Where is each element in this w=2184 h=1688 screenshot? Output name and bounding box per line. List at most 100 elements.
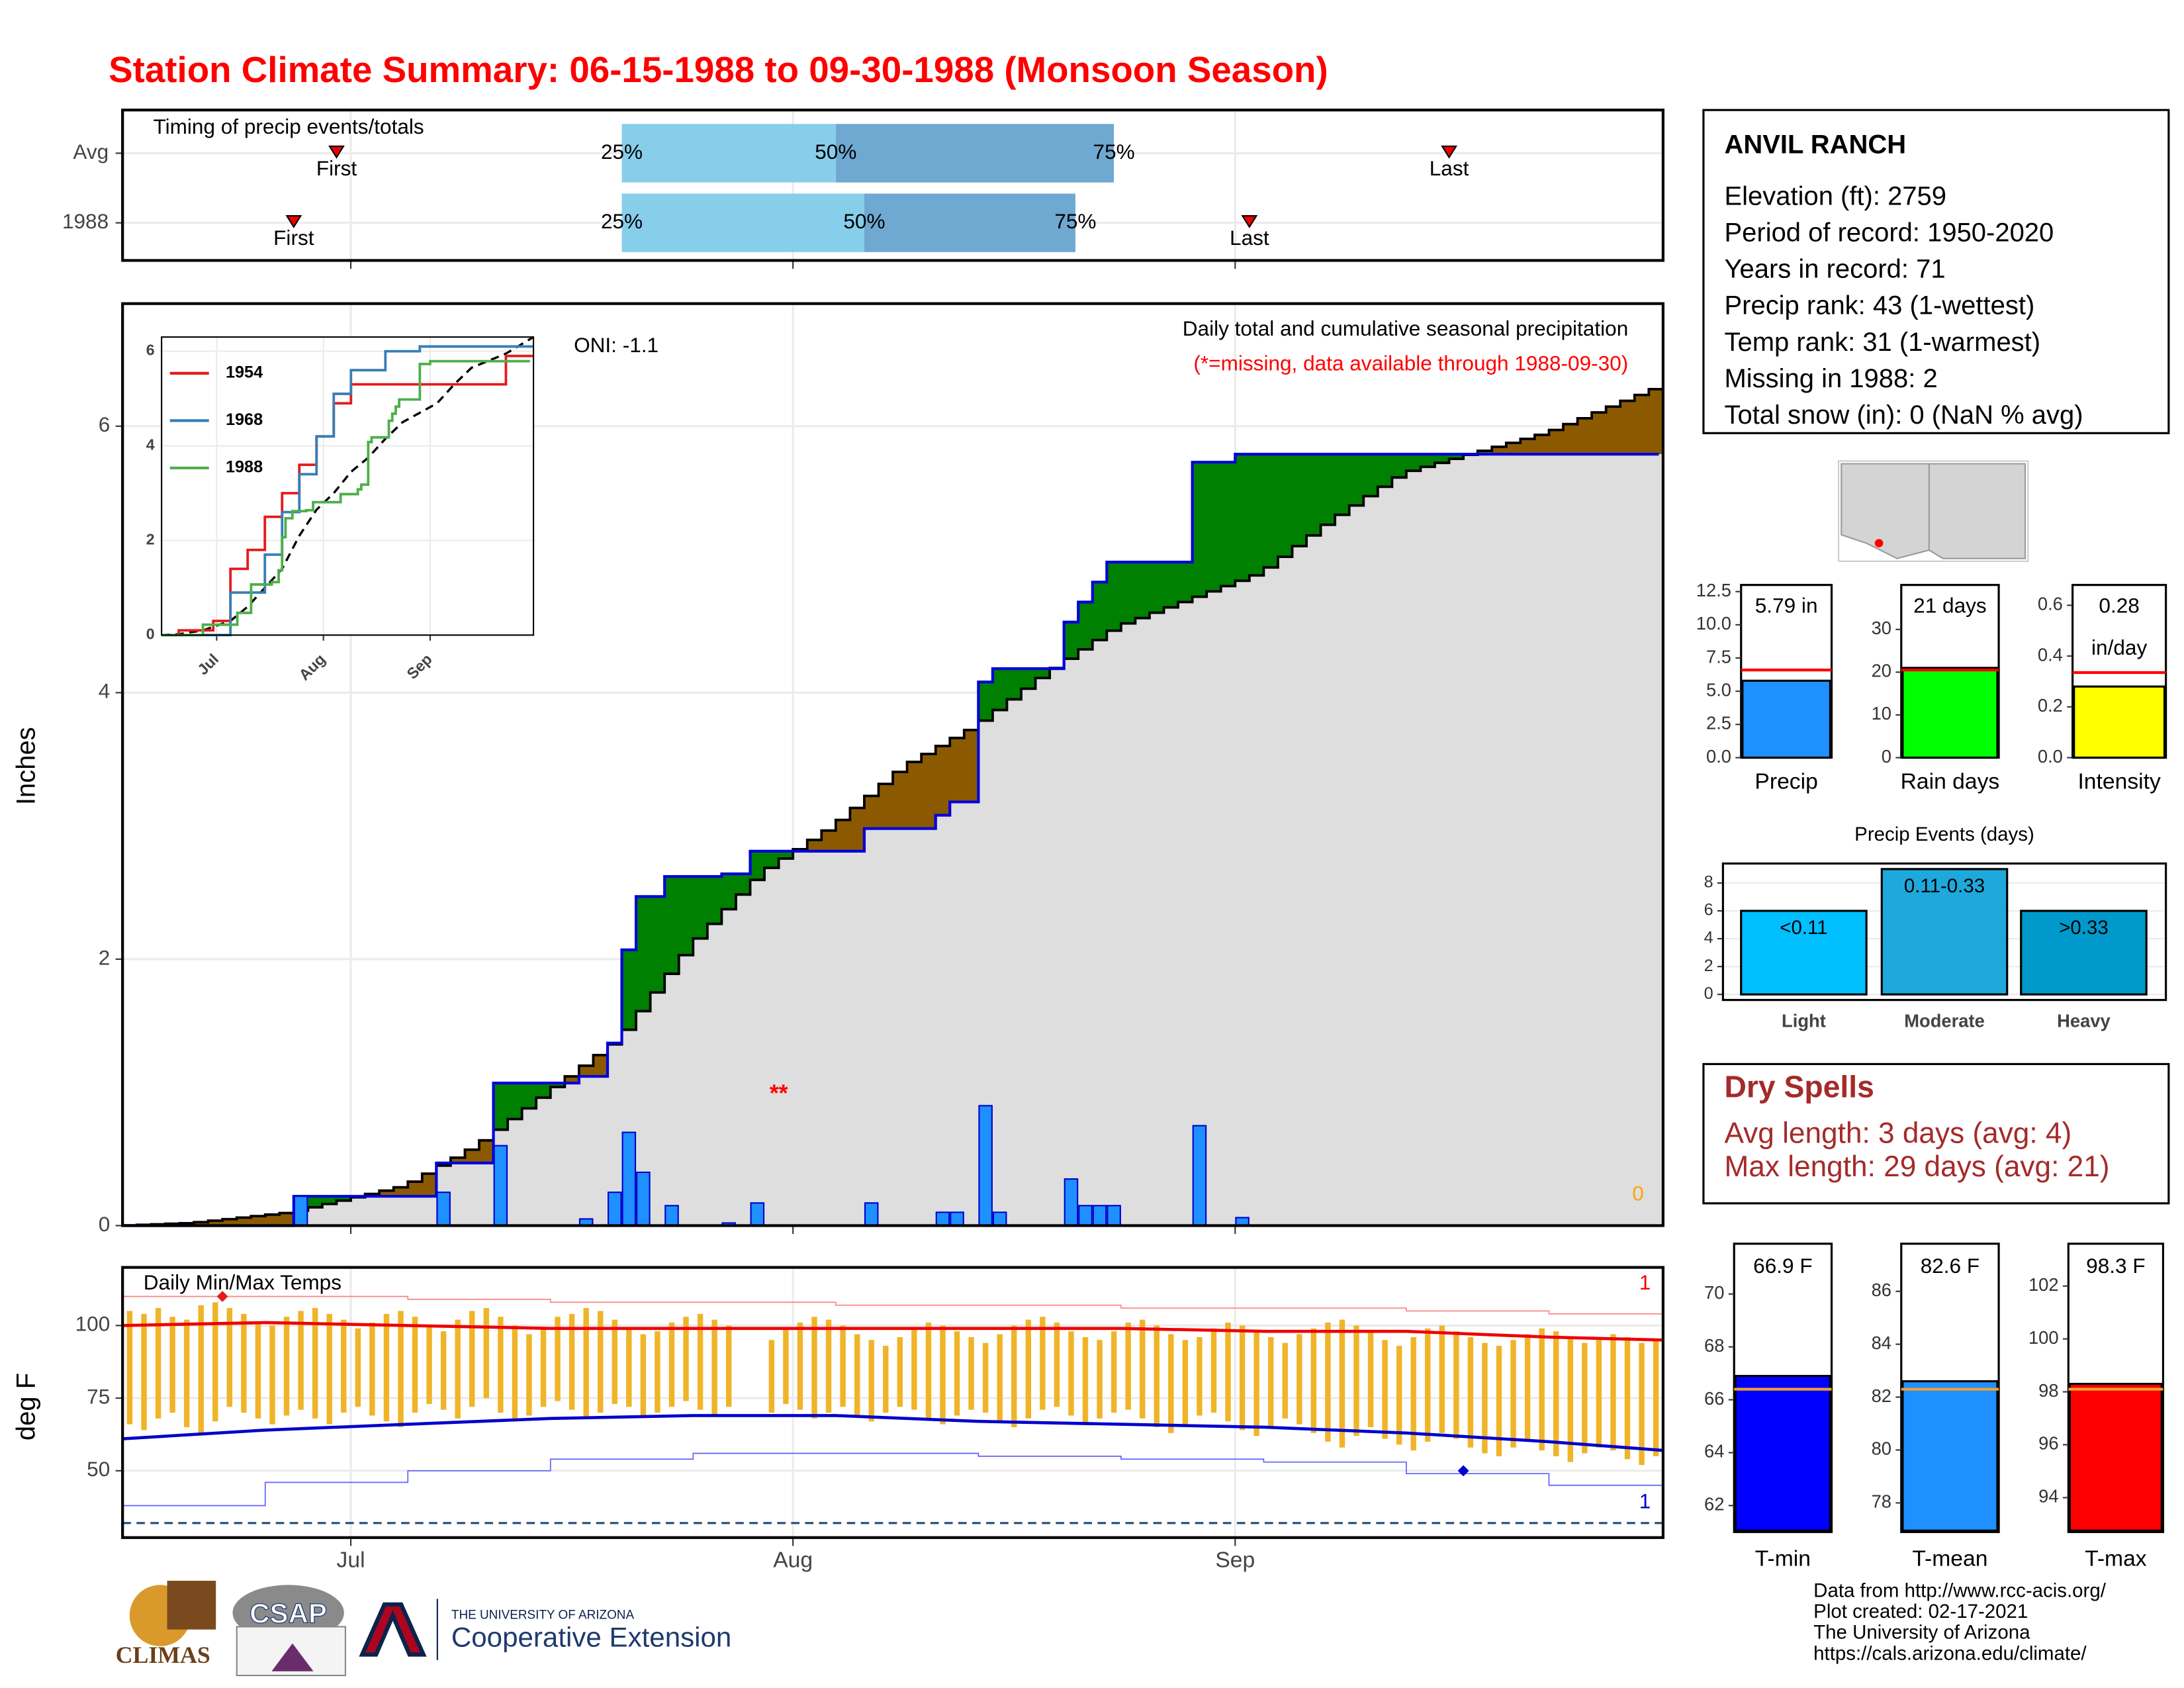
quartile-label: 75% bbox=[1054, 209, 1096, 233]
temp-range-bar bbox=[1125, 1322, 1131, 1410]
temp-range-bar bbox=[255, 1322, 261, 1419]
cumulative-fill bbox=[1220, 586, 1236, 1226]
temp-range-bar bbox=[1168, 1334, 1174, 1433]
temps-title: Daily Min/Max Temps bbox=[144, 1270, 341, 1294]
row-label: 1988 bbox=[62, 209, 109, 233]
y-tick-label: 70 bbox=[1704, 1282, 1724, 1303]
temp-range-bar bbox=[1182, 1340, 1189, 1425]
difference-fill bbox=[707, 876, 723, 924]
cumulative-fill bbox=[1534, 454, 1550, 1226]
temp-range-bar bbox=[1382, 1340, 1388, 1439]
difference-fill bbox=[636, 896, 651, 1011]
temp-range-bar bbox=[526, 1334, 532, 1416]
cumulative-fill bbox=[935, 815, 951, 1226]
cumulative-fill bbox=[1634, 454, 1650, 1226]
event-marker bbox=[1441, 145, 1458, 159]
temp-range-bar bbox=[312, 1308, 318, 1419]
daily-precip-bar bbox=[1064, 1178, 1079, 1227]
quartile-label: 25% bbox=[601, 209, 643, 233]
y-tick-label: 0 bbox=[1882, 746, 1891, 767]
cumulative-fill bbox=[1449, 459, 1464, 1226]
cumulative-fill bbox=[721, 909, 737, 1226]
difference-fill bbox=[565, 1076, 580, 1084]
difference-fill bbox=[251, 1216, 266, 1226]
cumulative-fill bbox=[1435, 463, 1450, 1226]
extension-text: Cooperative Extension bbox=[451, 1621, 731, 1652]
daily-precip-bar bbox=[664, 1205, 679, 1227]
temp-range-bar bbox=[598, 1311, 604, 1413]
y-tick-label: 66 bbox=[1704, 1388, 1724, 1409]
difference-fill bbox=[764, 851, 780, 868]
station-dot bbox=[1874, 539, 1884, 547]
temp-range-bar bbox=[155, 1308, 161, 1419]
difference-fill bbox=[907, 762, 922, 829]
cumulative-fill bbox=[1135, 618, 1150, 1226]
difference-fill bbox=[1406, 454, 1422, 471]
y-tick-label: 20 bbox=[1872, 661, 1891, 681]
cumulative-fill bbox=[351, 1197, 366, 1226]
summary-value-label: 5.79 in bbox=[1755, 594, 1818, 618]
event-value-label: >0.33 bbox=[2059, 917, 2109, 939]
difference-fill bbox=[1506, 442, 1522, 455]
difference-fill bbox=[336, 1196, 351, 1201]
temp-range-bar bbox=[911, 1328, 917, 1410]
cumulative-fill bbox=[778, 858, 794, 1226]
quartile-label: 50% bbox=[843, 209, 885, 233]
temp-range-bar bbox=[241, 1313, 247, 1413]
temp-range-bar bbox=[455, 1319, 461, 1419]
cumulative-fill bbox=[1606, 454, 1621, 1226]
daily-precip-bar bbox=[935, 1211, 950, 1227]
temp-range-bar bbox=[854, 1334, 860, 1416]
daily-precip-bar bbox=[950, 1211, 964, 1227]
daily-precip-bar bbox=[293, 1196, 308, 1227]
difference-fill bbox=[1335, 454, 1350, 515]
cumulative-fill bbox=[1206, 591, 1222, 1226]
difference-fill bbox=[1249, 454, 1265, 576]
difference-fill bbox=[493, 1083, 508, 1130]
temp-range-bar bbox=[1653, 1340, 1659, 1456]
temp-range-bar bbox=[369, 1322, 375, 1416]
y-tick-label: 50 bbox=[87, 1457, 110, 1481]
temp-range-bar bbox=[412, 1317, 418, 1413]
y-tick-label: 68 bbox=[1704, 1335, 1724, 1356]
y-tick-label: 6 bbox=[1704, 901, 1713, 919]
dry-spells-line: Max length: 29 days (avg: 21) bbox=[1724, 1150, 2109, 1183]
y-tick-label: 10 bbox=[1872, 703, 1891, 724]
y-tick-label: 7.5 bbox=[1706, 646, 1731, 667]
temp-label: T-min bbox=[1755, 1546, 1811, 1571]
difference-fill bbox=[778, 851, 794, 859]
daily-precip-bar bbox=[750, 1202, 765, 1227]
temp-range-bar bbox=[797, 1322, 803, 1410]
summary-label: Intensity bbox=[2077, 769, 2161, 794]
y-tick-label: 30 bbox=[1872, 618, 1891, 638]
difference-fill bbox=[593, 1055, 608, 1077]
temp-range-bar bbox=[1210, 1328, 1217, 1413]
difference-fill bbox=[1235, 454, 1250, 581]
station-info: Temp rank: 31 (1-warmest) bbox=[1724, 328, 2040, 357]
difference-fill bbox=[1634, 395, 1650, 455]
x-tick-label: Aug bbox=[773, 1548, 813, 1572]
difference-fill bbox=[1320, 454, 1336, 525]
difference-fill bbox=[536, 1083, 551, 1098]
temp-range-bar bbox=[711, 1319, 717, 1416]
cumulative-fill bbox=[1463, 455, 1479, 1226]
difference-fill bbox=[1007, 669, 1022, 700]
event-label: Last bbox=[1230, 226, 1269, 250]
events-title: Precip Events (days) bbox=[1854, 823, 2034, 845]
temp-range-bar bbox=[982, 1342, 989, 1413]
summary-value-label: 0.28 bbox=[2099, 594, 2139, 618]
cumulative-fill bbox=[479, 1162, 494, 1226]
temp-range-bar bbox=[398, 1311, 404, 1427]
temp-range-bar bbox=[298, 1311, 304, 1410]
cumulative-fill bbox=[1420, 467, 1435, 1226]
difference-fill bbox=[964, 729, 979, 802]
climas-logo-block bbox=[167, 1580, 216, 1630]
panel-border bbox=[121, 302, 1664, 1227]
temp-value-label: 66.9 F bbox=[1753, 1254, 1812, 1278]
temp-range-bar bbox=[440, 1331, 447, 1410]
cumulative-fill bbox=[1107, 630, 1122, 1226]
temp-range-bar bbox=[626, 1328, 632, 1407]
timing-title: Timing of precip events/totals bbox=[154, 115, 424, 138]
event-marker bbox=[285, 215, 302, 228]
